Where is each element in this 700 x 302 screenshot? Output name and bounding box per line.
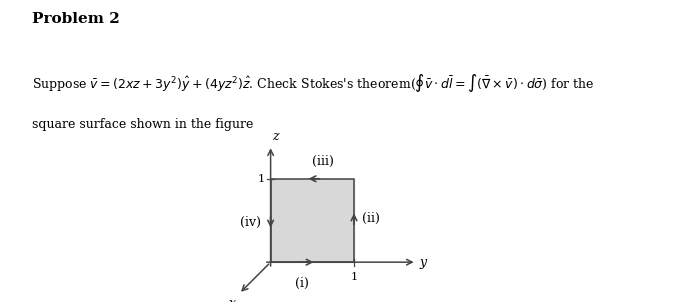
Text: Problem 2: Problem 2 bbox=[32, 12, 119, 26]
Text: 1: 1 bbox=[258, 174, 265, 184]
Text: 1: 1 bbox=[351, 272, 358, 282]
Text: square surface shown in the figure: square surface shown in the figure bbox=[32, 118, 253, 131]
Text: (iii): (iii) bbox=[312, 155, 334, 168]
Text: Suppose $\bar{v} = (2xz + 3y^2)\hat{y} + (4yz^2)\hat{z}$. Check Stokes's theorem: Suppose $\bar{v} = (2xz + 3y^2)\hat{y} +… bbox=[32, 72, 594, 95]
Text: x: x bbox=[230, 297, 237, 302]
Text: y: y bbox=[419, 256, 426, 269]
Text: (iv): (iv) bbox=[239, 216, 260, 229]
Text: (i): (i) bbox=[295, 277, 309, 290]
Polygon shape bbox=[271, 179, 354, 262]
Text: (ii): (ii) bbox=[363, 212, 380, 225]
Text: z: z bbox=[272, 130, 279, 143]
